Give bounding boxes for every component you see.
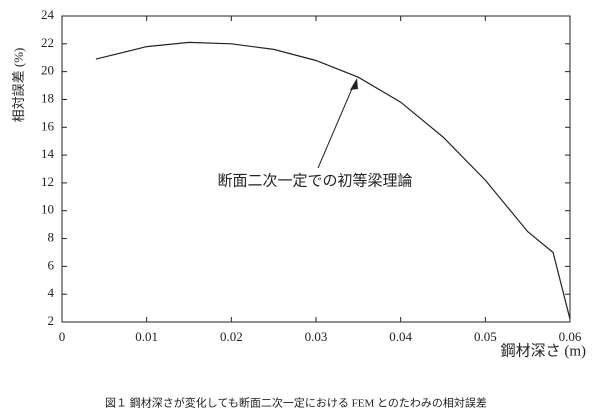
y-tick-label: 8 (48, 230, 55, 245)
x-tick-label: 0.02 (220, 329, 243, 344)
y-tick-label: 14 (41, 146, 55, 161)
annotation: 断面二次一定での初等梁理論 (217, 171, 412, 189)
x-tick-label: 0.04 (389, 329, 412, 344)
x-tick-label: 0.06 (559, 329, 582, 344)
y-tick-label: 6 (48, 257, 55, 272)
y-tick-label: 18 (41, 90, 54, 105)
y-axis-label: 相対誤差 (%) (11, 48, 26, 123)
caption: 図１ 鋼材深さが変化しても断面二次一定における FEM とのたわみの相対誤差 (105, 396, 487, 410)
x-tick-label: 0.05 (474, 329, 497, 344)
arrow-head (350, 78, 358, 90)
y-tick-label: 4 (48, 285, 55, 300)
y-tick-label: 10 (41, 202, 54, 217)
plot-frame (61, 15, 571, 323)
annotation-arrow (317, 83, 355, 169)
x-tick-label: 0.01 (135, 329, 158, 344)
y-tick-label: 2 (48, 313, 55, 328)
y-tick-label: 24 (41, 7, 55, 22)
data-line (95, 41, 571, 320)
y-tick-label: 20 (41, 63, 54, 78)
x-axis-label: 鋼材深さ (m) (501, 342, 586, 359)
x-tick-label: 0 (59, 329, 66, 344)
y-tick-label: 16 (41, 118, 55, 133)
y-tick-label: 22 (41, 35, 54, 50)
x-tick-label: 0.03 (305, 329, 328, 344)
y-tick-label: 12 (41, 174, 54, 189)
